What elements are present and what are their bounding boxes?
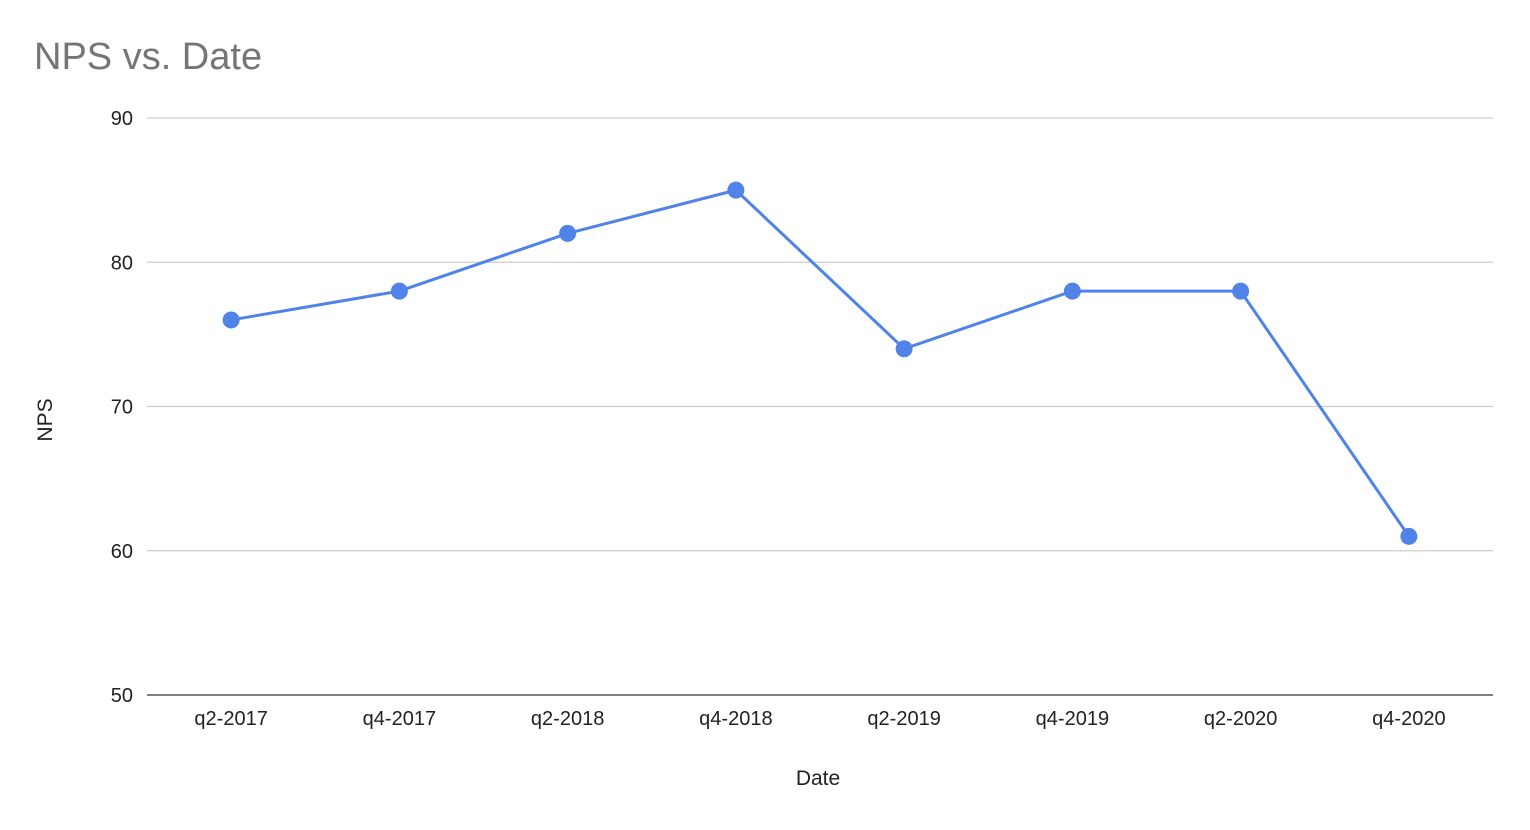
x-tick-label: q2-2019 bbox=[867, 708, 940, 730]
x-tick-label: q4-2017 bbox=[363, 708, 436, 730]
x-axis-ticks: q2-2017 q4-2017 q2-2018 q4-2018 q2-2019 q4-20… bbox=[194, 708, 1445, 730]
x-tick-label: q4-2019 bbox=[1036, 708, 1109, 730]
chart-title: NPS vs. Date bbox=[34, 36, 263, 78]
gridlines bbox=[147, 117, 1493, 696]
x-tick-label: q2-2020 bbox=[1204, 708, 1277, 730]
x-tick-label: q2-2017 bbox=[194, 708, 267, 730]
x-axis-title: Date bbox=[796, 767, 840, 790]
y-axis-ticks: 50 60 70 80 90 bbox=[111, 108, 133, 707]
data-point-q4-2017 bbox=[390, 282, 408, 300]
x-tick-label: q4-2018 bbox=[699, 708, 772, 730]
data-point-q2-2020 bbox=[1232, 282, 1250, 300]
data-point-q2-2019 bbox=[895, 340, 913, 358]
y-tick-label: 80 bbox=[111, 252, 133, 274]
x-tick-label: q2-2018 bbox=[531, 708, 604, 730]
data-point-q2-2018 bbox=[559, 224, 577, 242]
y-tick-label: 70 bbox=[111, 397, 133, 419]
series-lines bbox=[230, 188, 1411, 538]
y-tick-label: 90 bbox=[111, 108, 133, 130]
y-axis-title: NPS bbox=[34, 398, 57, 441]
y-tick-label: 50 bbox=[111, 685, 133, 707]
data-point-q2-2017 bbox=[222, 311, 240, 329]
data-point-q4-2018 bbox=[727, 181, 745, 199]
y-tick-label: 60 bbox=[111, 541, 133, 563]
x-tick-label: q4-2020 bbox=[1372, 708, 1445, 730]
series-points bbox=[222, 181, 1418, 545]
series-line bbox=[230, 188, 1411, 538]
data-point-q4-2020 bbox=[1400, 527, 1418, 545]
data-point-q4-2019 bbox=[1063, 282, 1081, 300]
